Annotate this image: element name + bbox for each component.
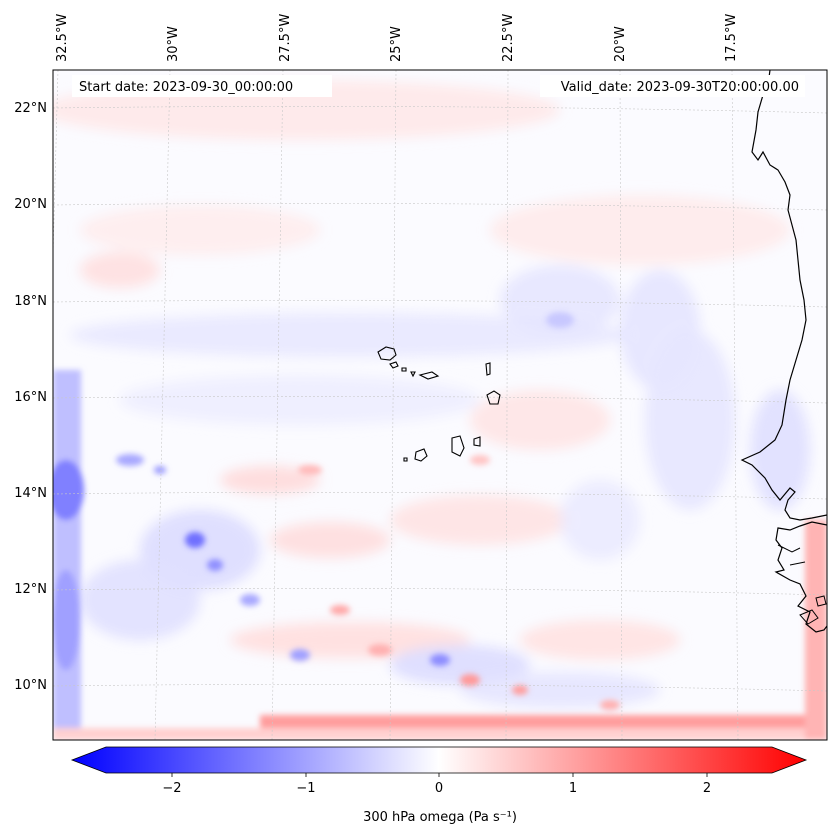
colorbar-tick: 1 <box>569 781 577 796</box>
colorbar-tick: 2 <box>703 781 711 796</box>
colorbar-tick: −2 <box>162 781 181 796</box>
lon-tick-label: 25°W <box>389 26 404 62</box>
lon-tick-label: 20°W <box>613 26 628 62</box>
coastline-africa <box>740 70 827 521</box>
lat-tick-label: 12°N <box>14 582 47 597</box>
lat-tick-label: 16°N <box>14 390 47 405</box>
lon-tick-label: 17.5°W <box>724 14 739 62</box>
start-date-box <box>72 75 332 97</box>
colorbar-tick: −1 <box>296 781 315 796</box>
cape-verde-islands <box>377 346 501 462</box>
coastline-guinea <box>774 521 827 633</box>
lat-tick-label: 14°N <box>14 486 47 501</box>
lon-tick-label: 30°W <box>166 26 181 62</box>
lat-tick-label: 22°N <box>14 101 47 116</box>
lat-tick-label: 18°N <box>14 294 47 309</box>
valid-date-label: Valid_date: 2023-09-30T20:00:00.00 <box>561 80 799 95</box>
lon-tick-label: 32.5°W <box>55 14 70 62</box>
start-date-label: Start date: 2023-09-30_00:00:00 <box>79 80 293 95</box>
lon-tick-label: 27.5°W <box>278 14 293 62</box>
colorbar-label: 300 hPa omega (Pa s⁻¹) <box>363 810 517 825</box>
lon-tick-label: 22.5°W <box>501 14 516 62</box>
colorbar: −2 −1 0 1 2 300 hPa omega (Pa s⁻¹) <box>70 746 808 825</box>
omega-field <box>53 70 827 740</box>
colorbar-tick: 0 <box>435 781 443 796</box>
lat-tick-label: 10°N <box>14 678 47 693</box>
map-frame <box>52 69 828 741</box>
colorbar-bar <box>70 746 808 774</box>
valid-date-box <box>540 75 805 97</box>
lat-tick-label: 20°N <box>14 197 47 212</box>
